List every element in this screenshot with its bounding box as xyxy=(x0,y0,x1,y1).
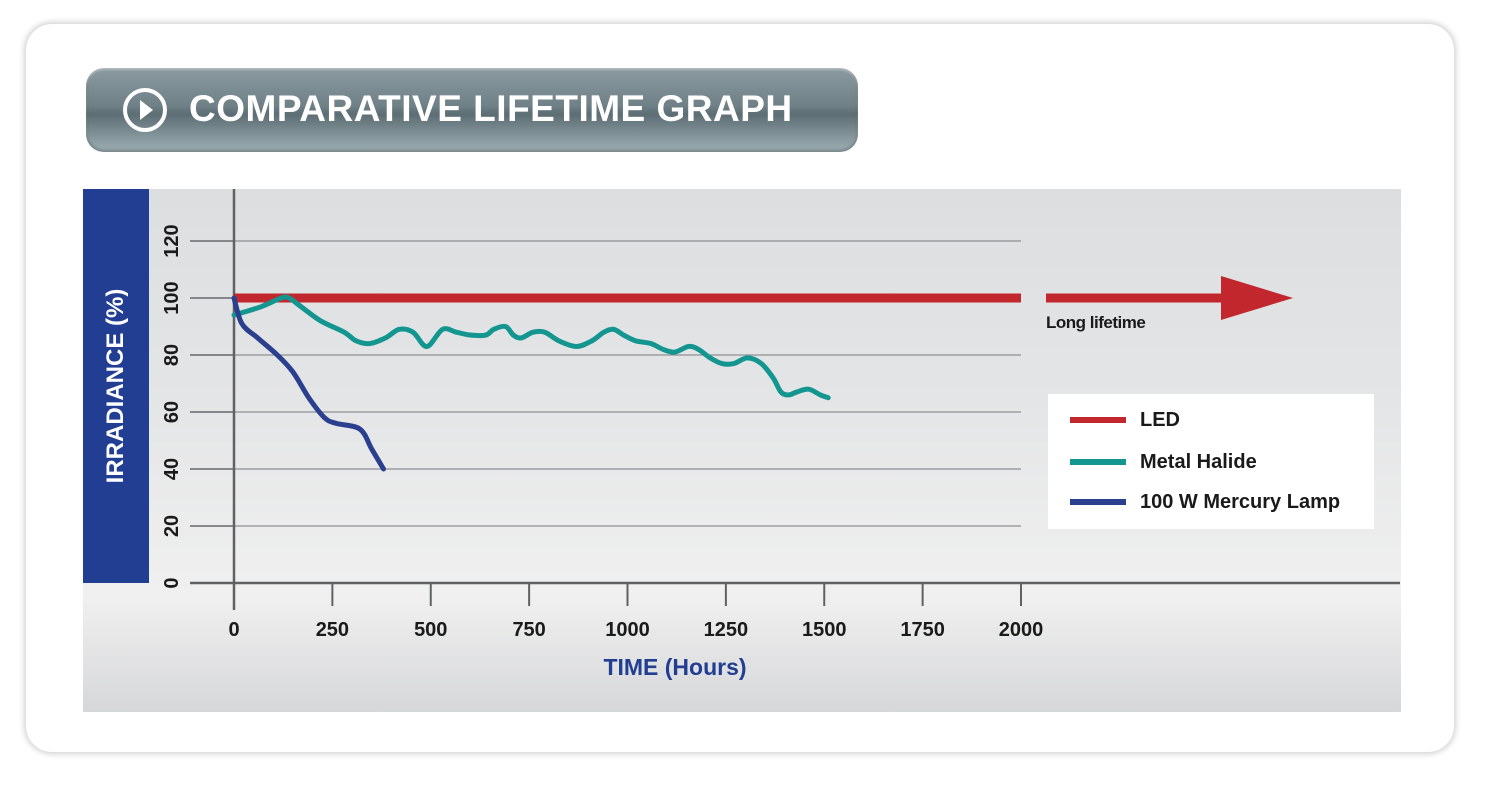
y-tick-label-40: 40 xyxy=(161,458,183,480)
title-bar: COMPARATIVE LIFETIME GRAPH xyxy=(86,68,858,152)
x-tick-label-2000: 2000 xyxy=(999,619,1044,641)
y-tick-label-60: 60 xyxy=(161,401,183,423)
x-tick-label-0: 0 xyxy=(228,619,239,641)
x-tick-label-1250: 1250 xyxy=(704,619,749,641)
legend-swatch-metal-halide xyxy=(1070,459,1126,465)
series-arrowhead-led xyxy=(1221,276,1293,320)
x-tick-label-500: 500 xyxy=(414,619,447,641)
x-tick-label-1750: 1750 xyxy=(900,619,945,641)
x-axis-title: TIME (Hours) xyxy=(603,654,747,680)
play-circle-icon xyxy=(123,88,167,132)
legend-swatch-led xyxy=(1070,417,1126,423)
page-title: COMPARATIVE LIFETIME GRAPH xyxy=(189,88,793,129)
long-lifetime-annotation: Long lifetime xyxy=(1046,313,1146,332)
x-tick-labels: 0 250 500 750 1000 1250 1500 1750 2000 xyxy=(228,619,1043,641)
y-tick-label-120: 120 xyxy=(161,224,183,257)
legend-label-metal-halide: Metal Halide xyxy=(1140,450,1257,473)
axes xyxy=(190,189,1400,610)
x-tick-label-250: 250 xyxy=(316,619,349,641)
legend-label-mercury: 100 W Mercury Lamp xyxy=(1140,490,1341,513)
legend-item-led: LED xyxy=(1070,406,1180,434)
legend-label-led: LED xyxy=(1140,408,1180,431)
x-tick-label-1000: 1000 xyxy=(605,619,650,641)
y-tick-label-20: 20 xyxy=(161,515,183,537)
y-tick-labels: 0 20 40 60 80 100 120 xyxy=(161,224,183,588)
legend: LED Metal Halide 100 W Mercury Lamp xyxy=(1048,394,1374,529)
series-line-metal-halide xyxy=(231,294,831,401)
data-series xyxy=(231,276,1293,472)
x-tick-label-750: 750 xyxy=(512,619,545,641)
legend-item-mercury: 100 W Mercury Lamp xyxy=(1070,488,1340,516)
y-tick-label-100: 100 xyxy=(161,281,183,314)
series-line-100-w-mercury-lamp xyxy=(231,295,387,472)
legend-item-metal-halide: Metal Halide xyxy=(1070,448,1257,476)
legend-swatch-mercury xyxy=(1070,499,1126,505)
grid-lines xyxy=(190,240,1021,584)
y-tick-label-80: 80 xyxy=(161,344,183,366)
y-axis-band xyxy=(83,189,149,583)
y-tick-label-0: 0 xyxy=(161,577,183,588)
x-tick-label-1500: 1500 xyxy=(802,619,847,641)
